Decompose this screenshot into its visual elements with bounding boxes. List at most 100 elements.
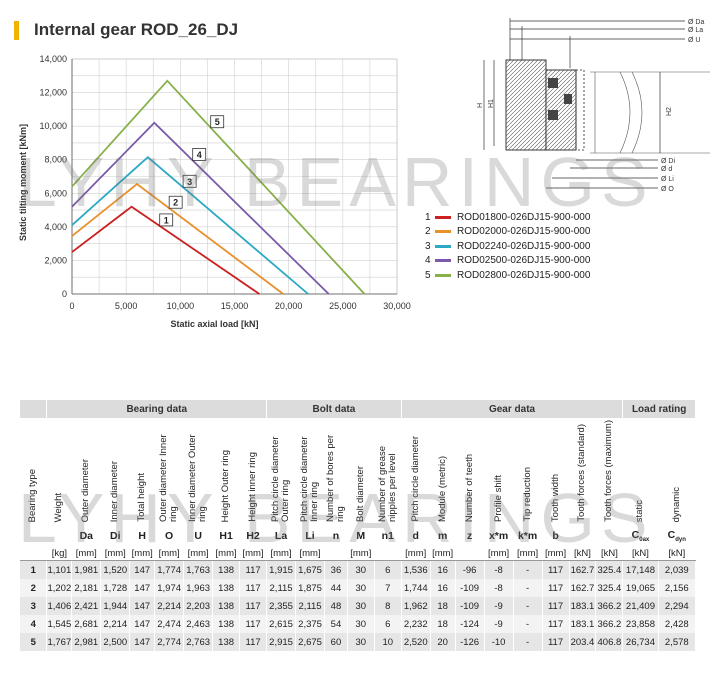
legend-number: 2 xyxy=(425,226,431,238)
table-cell: 2,428 xyxy=(658,615,697,633)
table-cell: 21,409 xyxy=(622,597,659,615)
column-symbol: z xyxy=(455,525,485,547)
column-label: Height inner ring xyxy=(239,418,268,525)
series-label-box xyxy=(159,213,174,227)
series-label-box xyxy=(210,115,225,129)
column-label: Profile shift xyxy=(484,418,514,525)
column-unit: [mm] xyxy=(401,547,431,561)
column-label-text: Tip reduction xyxy=(521,467,533,522)
table-cell: 117 xyxy=(542,597,570,615)
y-tick-label: 6,000 xyxy=(44,188,67,198)
column-symbol: H1 xyxy=(212,525,241,547)
table-cell: 117 xyxy=(239,560,268,579)
column-label: Outer diameter Inner ring xyxy=(154,418,185,525)
table-cell: 18 xyxy=(430,615,456,633)
label-la: Ø La xyxy=(688,27,703,34)
column-symbol: H2 xyxy=(239,525,268,547)
column-label-text: Inner diameter xyxy=(109,460,121,522)
table-cell: 2,915 xyxy=(266,633,297,651)
table-cell: 44 xyxy=(324,579,348,597)
table-cell: 54 xyxy=(324,615,348,633)
column-label: dynamic xyxy=(658,418,697,525)
table-cell: 8 xyxy=(374,597,402,615)
column-label: Bolt diameter xyxy=(347,418,375,525)
table-row: 1 1,101 1,981 1,520 147 1,774 1,763 138 117 1,915… xyxy=(20,560,697,579)
column-label: Weight xyxy=(46,418,73,525)
table-cell: 2,578 xyxy=(658,633,697,651)
table-cell: 1,744 xyxy=(401,579,431,597)
table-cell: 36 xyxy=(324,560,348,579)
table-cell: -8 xyxy=(484,579,514,597)
column-label-text: Weight xyxy=(53,492,65,522)
x-tick-label: 10,000 xyxy=(167,301,195,311)
table-cell: 117 xyxy=(542,633,570,651)
table-cell: 2,774 xyxy=(154,633,185,651)
column-symbol-text: C xyxy=(631,528,640,541)
column-label-text: Tooth width xyxy=(549,473,561,522)
table-cell: 117 xyxy=(542,615,570,633)
column-unit xyxy=(455,547,485,561)
column-label-text: Tooth forces (maximum) xyxy=(603,420,615,522)
legend-number: 4 xyxy=(425,255,431,267)
column-unit: [mm] xyxy=(183,547,214,561)
series-line-1 xyxy=(71,205,260,295)
column-unit: [mm] xyxy=(484,547,514,561)
table-cell: -126 xyxy=(455,633,485,651)
table-cell: 1,675 xyxy=(295,560,326,579)
column-symbol-sub: 0ax xyxy=(639,537,650,544)
table-cell: 366.2 xyxy=(595,597,624,615)
y-axis-label: Static tilting moment [kNm] xyxy=(18,124,28,241)
table-cell: 2,294 xyxy=(658,597,697,615)
table-cell: 138 xyxy=(212,633,241,651)
table-cell: 6 xyxy=(374,615,402,633)
table-cell: 1 xyxy=(20,560,48,579)
column-symbol-text: x*m xyxy=(488,530,509,542)
table-cell: 23,858 xyxy=(622,615,659,633)
table-cell: 2,156 xyxy=(658,579,697,597)
table-cell: 19,065 xyxy=(622,579,659,597)
table-cell: 117 xyxy=(542,579,570,597)
column-label-text: Bolt diameter xyxy=(354,466,366,522)
legend-item: 3 ROD02240-026DJ15-900-000 xyxy=(425,239,590,254)
legend-text: ROD02500-026DJ15-900-000 xyxy=(457,255,591,267)
column-symbol-text: H xyxy=(138,530,146,542)
table-cell: 2,232 xyxy=(401,615,431,633)
table-row: 4 1,545 2,681 2,214 147 2,474 2,463 138 117 2,615… xyxy=(20,615,697,633)
legend-text: ROD01800-026DJ15-900-000 xyxy=(457,211,591,223)
column-symbol-text: n xyxy=(332,530,340,542)
column-label: Number of teeth xyxy=(455,418,485,525)
table-cell: 325.4 xyxy=(595,579,624,597)
legend-number: 5 xyxy=(425,269,431,281)
column-symbol: Di xyxy=(100,525,131,547)
y-tick-label: 10,000 xyxy=(39,121,67,131)
column-unit xyxy=(374,547,402,561)
table-cell: 2,375 xyxy=(295,615,326,633)
table-cell: 18 xyxy=(430,597,456,615)
table-cell: 1,981 xyxy=(71,560,102,579)
label-da: Ø Da xyxy=(688,19,704,26)
column-unit: [kN] xyxy=(595,547,624,561)
column-symbol: M xyxy=(347,525,375,547)
table-cell: 203.4 xyxy=(569,633,597,651)
column-symbol-text: Di xyxy=(110,530,121,542)
legend-item: 4 ROD02500-026DJ15-900-000 xyxy=(425,254,590,269)
table-cell: 2,115 xyxy=(295,597,326,615)
series-label-text: 5 xyxy=(215,117,220,127)
legend-swatch xyxy=(435,230,451,234)
column-label: Total height xyxy=(129,418,156,525)
column-label-text: Outer diameter Inner ring xyxy=(158,434,180,522)
column-symbol xyxy=(46,525,73,547)
y-tick-label: 4,000 xyxy=(44,222,67,232)
table-cell: -9 xyxy=(484,597,514,615)
column-unit xyxy=(20,547,48,561)
column-symbol: d xyxy=(401,525,431,547)
series-line-5 xyxy=(71,79,366,295)
table-cell: 147 xyxy=(129,579,156,597)
legend-swatch xyxy=(435,259,451,263)
column-label-text: Inner diameter Outer ring xyxy=(187,434,209,522)
table-cell: -10 xyxy=(484,633,514,651)
table-cell: 16 xyxy=(430,560,456,579)
table-cell: 6 xyxy=(374,560,402,579)
title-accent-bar xyxy=(14,21,19,40)
column-symbol: O xyxy=(154,525,185,547)
